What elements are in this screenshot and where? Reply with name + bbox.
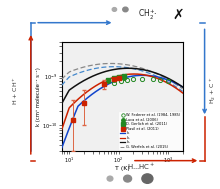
Circle shape	[123, 7, 128, 12]
Text: H$_2$ + C$^+$: H$_2$ + C$^+$	[209, 77, 218, 104]
Text: H + CH$^+$: H + CH$^+$	[11, 76, 20, 105]
Circle shape	[112, 8, 117, 11]
X-axis label: T (K): T (K)	[115, 166, 130, 171]
Text: H...HC$^+$: H...HC$^+$	[126, 162, 155, 172]
Circle shape	[124, 175, 132, 182]
Y-axis label: k (cm³ molecule⁻¹ s⁻¹): k (cm³ molecule⁻¹ s⁻¹)	[36, 67, 41, 126]
Circle shape	[107, 176, 113, 181]
Text: ✗: ✗	[172, 8, 184, 22]
Legend: W. Federer et al. (1984, 1985), Luca et al. (2006), D. Gerlich et al. (2011), Pl: W. Federer et al. (1984, 1985), Luca et …	[119, 112, 182, 150]
Circle shape	[142, 174, 153, 183]
Text: CH$_2^{+}$$\cdot$: CH$_2^{+}$$\cdot$	[138, 8, 157, 22]
